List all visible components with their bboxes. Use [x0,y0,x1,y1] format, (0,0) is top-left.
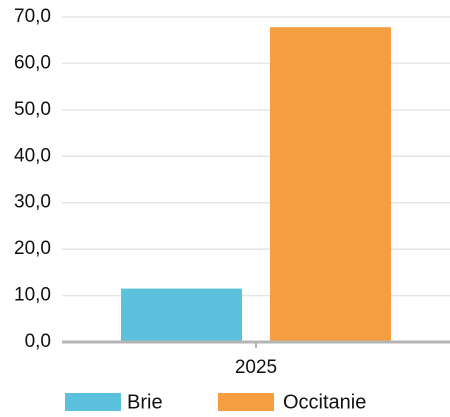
x-axis-tick-labels: 2025 [235,342,277,378]
y-tick-label: 0,0 [25,331,51,352]
y-tick-label: 20,0 [14,238,51,259]
legend-swatch [218,393,274,411]
y-tick-label: 10,0 [14,285,51,306]
y-axis-tick-labels: 0,0 10,0 20,0 30,0 40,0 50,0 60,0 70,0 [14,6,51,352]
bar-brie [121,288,242,342]
bar-occitanie [270,27,391,342]
x-tick-label: 2025 [235,357,277,378]
legend-swatch [65,393,121,411]
legend: Brie Occitanie [65,391,366,413]
y-tick-label: 50,0 [14,99,51,120]
y-tick-label: 70,0 [14,6,51,27]
legend-label: Occitanie [283,391,366,413]
y-tick-label: 40,0 [14,145,51,166]
gridlines [62,16,450,297]
y-tick-label: 60,0 [14,52,51,73]
y-tick-label: 30,0 [14,192,51,213]
bars [121,27,391,342]
legend-item-brie: Brie [65,391,163,413]
legend-label: Brie [127,391,163,413]
legend-item-occitanie: Occitanie [218,391,366,413]
